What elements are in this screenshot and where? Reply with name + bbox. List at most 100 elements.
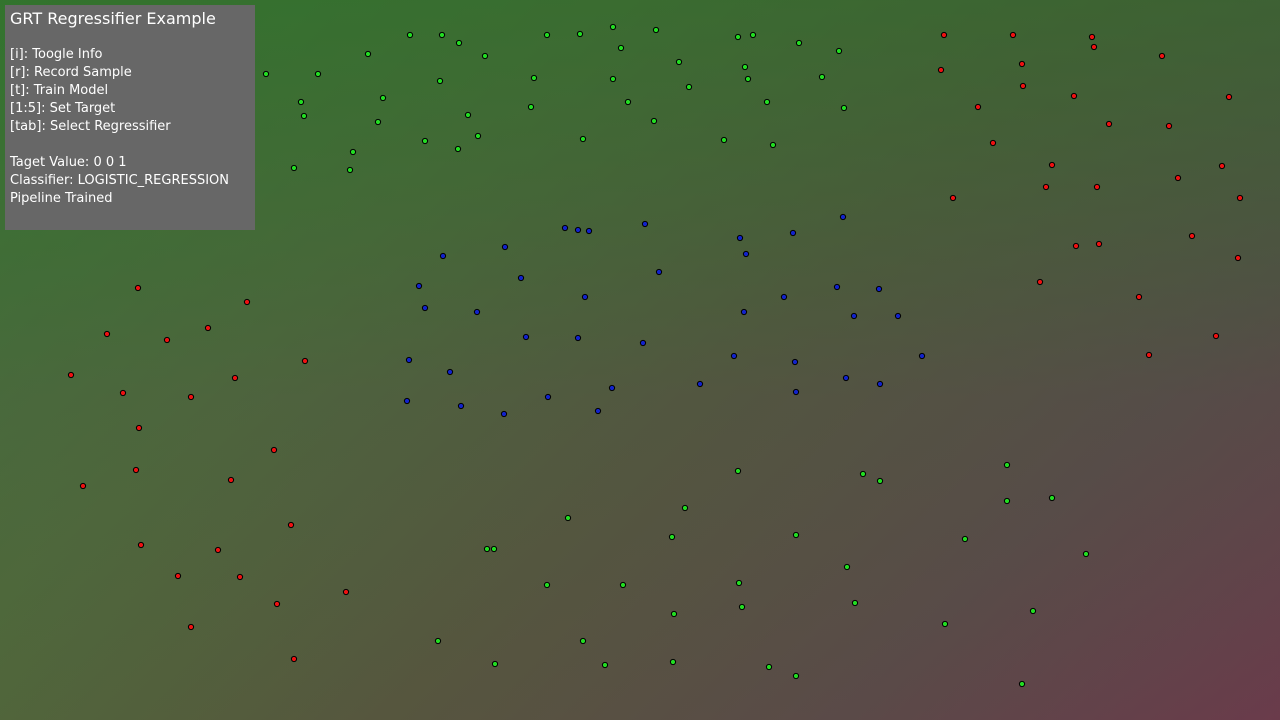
control-toggle-info: [i]: Toogle Info [10, 46, 250, 64]
sample-point-green [721, 137, 726, 142]
sample-point-green [580, 136, 585, 141]
sample-point-red [1175, 175, 1180, 180]
sample-point-red [1049, 162, 1054, 167]
sample-point-green [375, 119, 380, 124]
sample-point-green [686, 84, 691, 89]
sample-point-green [625, 99, 630, 104]
sample-point-red [1136, 294, 1141, 299]
sample-point-blue [582, 294, 587, 299]
sample-point-green [770, 142, 775, 147]
info-title: GRT Regressifier Example [10, 9, 250, 29]
sample-point-red [291, 656, 296, 661]
sample-point-red [274, 601, 279, 606]
control-set-target: [1:5]: Set Target [10, 100, 250, 118]
sample-point-red [1226, 94, 1231, 99]
sample-point-green [671, 611, 676, 616]
sample-point-green [735, 34, 740, 39]
sample-point-blue [609, 385, 614, 390]
sample-point-red [244, 299, 249, 304]
sample-point-blue [595, 408, 600, 413]
sample-point-green [793, 673, 798, 678]
sample-point-green [484, 546, 489, 551]
sample-point-green [315, 71, 320, 76]
sample-point-red [1106, 121, 1111, 126]
control-record-sample: [r]: Record Sample [10, 64, 250, 82]
sample-point-green [610, 76, 615, 81]
sample-point-green [347, 167, 352, 172]
sample-point-blue [743, 251, 748, 256]
sample-point-blue [422, 305, 427, 310]
sample-point-blue [731, 353, 736, 358]
sample-point-red [1043, 184, 1048, 189]
sample-point-blue [545, 394, 550, 399]
sample-point-green [491, 546, 496, 551]
sample-point-green [350, 149, 355, 154]
sample-point-red [136, 425, 141, 430]
sample-point-blue [502, 244, 507, 249]
sample-point-red [1213, 333, 1218, 338]
sample-point-green [844, 564, 849, 569]
sample-point-green [877, 478, 882, 483]
sample-point-red [164, 337, 169, 342]
sample-point-blue [656, 269, 661, 274]
sample-point-red [80, 483, 85, 488]
sample-point-red [938, 67, 943, 72]
sample-point-green [793, 532, 798, 537]
sample-point-red [215, 547, 220, 552]
sample-point-blue [458, 403, 463, 408]
sample-point-green [766, 664, 771, 669]
sample-point-blue [737, 235, 742, 240]
sample-point-red [188, 394, 193, 399]
sample-point-green [544, 32, 549, 37]
sample-point-blue [447, 369, 452, 374]
sample-point-green [531, 75, 536, 80]
sample-point-green [750, 32, 755, 37]
sample-point-green [422, 138, 427, 143]
sample-point-red [1020, 83, 1025, 88]
sample-point-green [602, 662, 607, 667]
sample-point-green [764, 99, 769, 104]
sample-point-green [841, 105, 846, 110]
sample-point-red [1159, 53, 1164, 58]
sample-point-green [1004, 498, 1009, 503]
sample-point-green [580, 638, 585, 643]
sample-point-green [1049, 495, 1054, 500]
sample-point-red [133, 467, 138, 472]
sample-point-red [941, 32, 946, 37]
sample-point-blue [562, 225, 567, 230]
sample-point-green [742, 64, 747, 69]
sample-point-green [492, 661, 497, 666]
sample-point-red [237, 574, 242, 579]
sample-point-blue [474, 309, 479, 314]
sample-point-blue [876, 286, 881, 291]
sample-point-blue [919, 353, 924, 358]
sample-point-green [676, 59, 681, 64]
sample-point-green [653, 27, 658, 32]
sample-point-green [544, 582, 549, 587]
sample-point-green [301, 113, 306, 118]
sample-point-green [1019, 681, 1024, 686]
sample-point-blue [697, 381, 702, 386]
sample-point-green [565, 515, 570, 520]
sample-point-blue [523, 334, 528, 339]
sample-point-blue [575, 227, 580, 232]
sample-point-red [302, 358, 307, 363]
sample-point-blue [843, 375, 848, 380]
sample-point-red [1096, 241, 1101, 246]
sample-point-blue [781, 294, 786, 299]
sample-point-blue [586, 228, 591, 233]
sample-point-green [528, 104, 533, 109]
sample-point-blue [877, 381, 882, 386]
sample-point-green [962, 536, 967, 541]
sample-point-blue [642, 221, 647, 226]
sample-point-red [228, 477, 233, 482]
sample-point-green [298, 99, 303, 104]
sample-point-red [1073, 243, 1078, 248]
sample-point-green [475, 133, 480, 138]
sample-point-blue [575, 335, 580, 340]
sample-point-green [455, 146, 460, 151]
sample-point-green [670, 659, 675, 664]
sample-point-blue [416, 283, 421, 288]
sample-point-blue [895, 313, 900, 318]
